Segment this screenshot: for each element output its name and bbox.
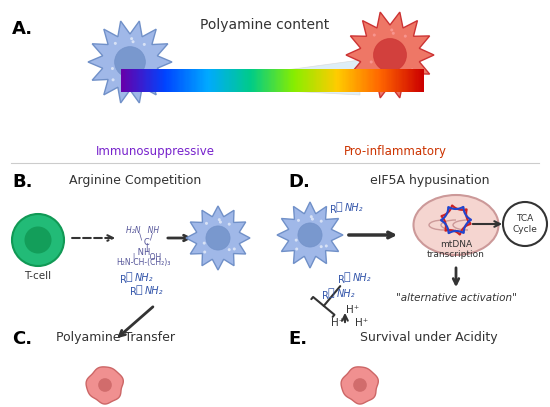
Text: ⌒: ⌒ <box>336 202 343 212</box>
Circle shape <box>206 226 230 250</box>
Circle shape <box>149 74 152 77</box>
Circle shape <box>411 68 414 72</box>
Circle shape <box>390 28 393 31</box>
Circle shape <box>503 202 547 246</box>
Circle shape <box>130 37 133 40</box>
Circle shape <box>205 222 208 225</box>
Circle shape <box>228 248 230 251</box>
Text: |: | <box>138 243 148 252</box>
Circle shape <box>370 61 373 63</box>
Text: T-cell: T-cell <box>24 271 52 281</box>
Circle shape <box>320 245 323 248</box>
Circle shape <box>392 32 395 35</box>
Text: R: R <box>130 287 137 297</box>
Polygon shape <box>341 367 378 404</box>
Text: B.: B. <box>12 173 32 191</box>
Text: A.: A. <box>12 20 33 38</box>
Circle shape <box>203 251 206 254</box>
Circle shape <box>131 40 135 43</box>
Text: Pro-inflammatory: Pro-inflammatory <box>344 145 447 158</box>
Text: C: C <box>136 238 150 247</box>
Text: TCA
Cycle: TCA Cycle <box>513 214 537 234</box>
Text: H⁺: H⁺ <box>331 318 345 328</box>
Circle shape <box>370 72 373 76</box>
Circle shape <box>12 214 64 266</box>
Circle shape <box>295 247 298 251</box>
Circle shape <box>112 78 114 81</box>
Circle shape <box>219 221 222 223</box>
Circle shape <box>203 242 206 245</box>
Polygon shape <box>277 202 343 268</box>
Circle shape <box>143 43 146 46</box>
Text: "alternative activation": "alternative activation" <box>395 293 516 303</box>
Circle shape <box>298 223 322 247</box>
Text: |      OH: | OH <box>128 253 162 262</box>
Text: R: R <box>120 275 127 285</box>
Polygon shape <box>175 60 360 95</box>
Polygon shape <box>186 206 250 270</box>
Text: \   /: \ / <box>134 233 152 242</box>
Circle shape <box>320 220 323 223</box>
Text: ⌒: ⌒ <box>126 272 133 282</box>
Text: NH₂: NH₂ <box>145 286 163 296</box>
Text: NH: NH <box>135 248 151 257</box>
Circle shape <box>98 378 112 392</box>
Text: NH₂: NH₂ <box>345 203 364 213</box>
Circle shape <box>404 70 407 72</box>
Circle shape <box>325 245 328 247</box>
Text: mtDNA
transcription: mtDNA transcription <box>427 240 485 259</box>
Polygon shape <box>88 21 172 103</box>
Ellipse shape <box>414 195 498 255</box>
Polygon shape <box>86 367 123 404</box>
Circle shape <box>111 67 114 70</box>
Circle shape <box>114 42 117 45</box>
Text: eIF5A hypusination: eIF5A hypusination <box>370 174 490 187</box>
Text: R: R <box>338 275 345 285</box>
Text: Immunosuppressive: Immunosuppressive <box>96 145 214 158</box>
Text: H₂N-CH-(CH₂)₃: H₂N-CH-(CH₂)₃ <box>116 258 170 267</box>
Text: C.: C. <box>12 330 32 348</box>
Text: H₂N   NH: H₂N NH <box>126 226 160 235</box>
Circle shape <box>311 218 314 221</box>
Text: ⌒: ⌒ <box>136 285 142 295</box>
Text: H⁺: H⁺ <box>346 305 360 315</box>
Circle shape <box>233 247 236 250</box>
Circle shape <box>228 223 231 226</box>
Circle shape <box>373 39 406 72</box>
Text: NH₂: NH₂ <box>353 273 371 283</box>
Circle shape <box>404 35 407 38</box>
Circle shape <box>114 46 145 77</box>
Circle shape <box>295 239 298 242</box>
Text: ⌒: ⌒ <box>344 272 351 282</box>
Text: Survival under Acidity: Survival under Acidity <box>360 331 498 344</box>
Text: Polyamine Transfer: Polyamine Transfer <box>56 331 174 344</box>
Text: D.: D. <box>288 173 310 191</box>
Circle shape <box>218 218 221 221</box>
Text: ⌒: ⌒ <box>328 288 334 298</box>
Circle shape <box>297 219 300 222</box>
Text: Polyamine content: Polyamine content <box>200 18 329 32</box>
Circle shape <box>25 226 52 254</box>
Circle shape <box>143 75 146 78</box>
Text: H⁺: H⁺ <box>355 318 368 328</box>
Text: NH₂: NH₂ <box>135 273 153 283</box>
Circle shape <box>353 378 367 392</box>
Text: NH₂: NH₂ <box>337 289 355 299</box>
Text: E.: E. <box>288 330 307 348</box>
Text: R: R <box>330 205 337 215</box>
Text: Arginine Competition: Arginine Competition <box>69 174 201 187</box>
Text: R: R <box>322 291 329 301</box>
Circle shape <box>310 215 313 218</box>
Circle shape <box>373 33 376 37</box>
Polygon shape <box>346 12 434 98</box>
